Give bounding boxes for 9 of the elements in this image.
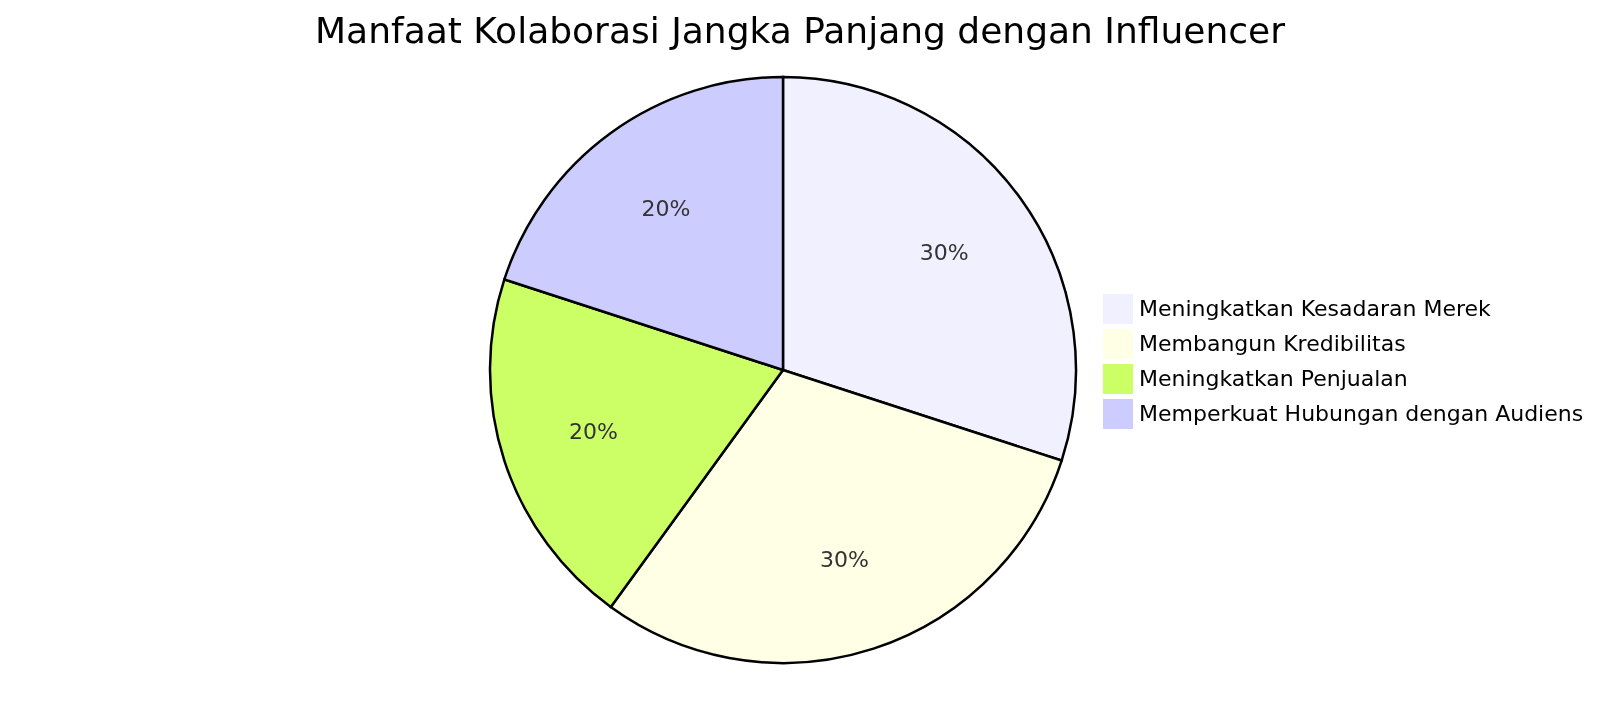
slice-label: Meningkatkan Kesadaran Merek bbox=[1139, 295, 1491, 323]
legend-label: Membangun Kredibilitas bbox=[1139, 330, 1406, 358]
data-label: 20% bbox=[641, 196, 691, 222]
data-label: 20% bbox=[569, 419, 618, 445]
legend-label: Meningkatkan Penjualan bbox=[1139, 365, 1408, 393]
chart-title: Manfaat Kolaborasi Jangka Panjang dengan Influencer bbox=[314, 10, 1286, 51]
legend-label: Memperkuat Hubungan dengan Audiens bbox=[1139, 400, 1584, 428]
data-label: 30% bbox=[820, 546, 870, 572]
data-label: 30% bbox=[919, 240, 969, 266]
